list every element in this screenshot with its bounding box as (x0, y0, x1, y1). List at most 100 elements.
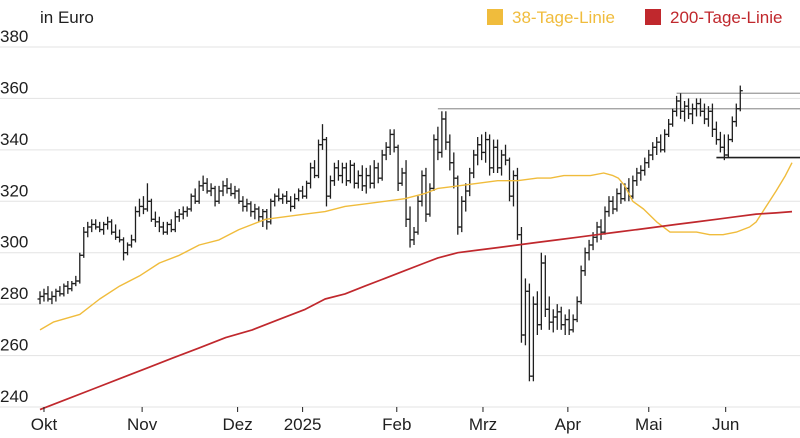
ohlc-bar (674, 95, 680, 117)
ohlc-bar (451, 152, 457, 189)
y-tick-label: 240 (0, 387, 28, 406)
ohlc-bar (733, 103, 739, 127)
x-tick-label: Feb (382, 415, 411, 434)
ohlc-bar (638, 165, 644, 181)
ohlc-bar (308, 162, 314, 189)
ohlc-bar (507, 157, 513, 202)
y-unit-label: in Euro (40, 8, 94, 27)
ohlc-bar (172, 211, 178, 233)
ohlc-bar (148, 198, 154, 222)
ohlc-bar (499, 149, 505, 176)
ohlc-bar (93, 219, 99, 230)
ohlc-bar (355, 170, 361, 189)
y-axis: 240 260 280 300 320 340 360 380 (0, 27, 28, 406)
ohlc-bar (690, 103, 696, 125)
ohlc-bar (403, 160, 409, 227)
ohlc-bar (343, 162, 349, 186)
ohlc-bar (335, 160, 341, 181)
ohlc-bar (582, 247, 588, 276)
ohlc-bar (491, 139, 497, 173)
ohlc-bar (156, 216, 162, 233)
ohlc-bar (443, 111, 449, 150)
x-tick-label: Dez (222, 415, 252, 434)
ohlc-bar (646, 149, 652, 168)
ohlc-bar (383, 142, 389, 161)
ohlc-bar (558, 306, 564, 330)
ohlc-bar (367, 165, 373, 189)
ohlc-bar (49, 291, 55, 305)
ohlc-bar (363, 167, 369, 194)
x-axis: Okt Nov Dez 2025 Feb Mrz Apr Mai Jun (31, 407, 739, 434)
ohlc-bar (331, 162, 337, 186)
ohlc-bar (431, 134, 437, 191)
ohlc-bar (610, 196, 616, 215)
ohlc-bar (395, 144, 401, 191)
ohlc-bar (562, 314, 568, 335)
ohlc-bar (435, 126, 441, 161)
ohlc-bar (447, 134, 453, 171)
ohlc-bar (240, 196, 246, 212)
ohlc-bar (371, 160, 377, 189)
grid-lines (0, 46, 800, 408)
y-tick-label: 300 (0, 233, 28, 252)
x-tick-label: 2025 (284, 415, 322, 434)
x-tick-label: Apr (555, 415, 582, 434)
legend-swatch-200 (645, 9, 661, 25)
ohlc-bar (483, 131, 489, 163)
ohlc-bar (327, 175, 333, 199)
ohlc-bar (554, 304, 560, 330)
ohlc-bar (268, 198, 274, 225)
ohlc-bar (121, 237, 127, 261)
moving-averages (39, 162, 793, 411)
x-tick-label: Mai (635, 415, 662, 434)
ohlc-bar (288, 196, 294, 212)
x-tick-label: Nov (127, 415, 158, 434)
ohlc-bar (256, 206, 262, 222)
ohlc-bar (682, 101, 688, 122)
ohlc-bar (375, 162, 381, 184)
ohlc-bar (248, 201, 254, 217)
ohlc-bar (550, 309, 556, 333)
ohlc-bar (729, 116, 735, 143)
ohlc-bar (514, 167, 520, 240)
ohlc-bar (662, 129, 668, 153)
x-tick-label: Mrz (469, 415, 497, 434)
ohlc-bar (701, 103, 707, 125)
ohlc-bar (522, 278, 528, 346)
ohlc-bar (471, 149, 477, 179)
ohlc-bar (105, 216, 111, 230)
ohlc-bar (184, 206, 190, 217)
ohlc-bar (586, 239, 592, 261)
legend-label-38: 38-Tage-Linie (512, 8, 615, 27)
ohlc-bar (721, 134, 727, 161)
ohlc-bar (542, 255, 548, 317)
ohlc-bar (697, 98, 703, 117)
ohlc-bar (606, 196, 612, 217)
ohlc-bar (439, 111, 445, 158)
ohlc-bar (41, 288, 47, 302)
ohlc-bar (85, 221, 91, 238)
ohlc-bar (220, 180, 226, 197)
ohlc-bar (479, 134, 485, 161)
ohlc-bar (614, 188, 620, 212)
ohlc-bar (65, 281, 71, 294)
ohlc-bar (129, 234, 135, 248)
ohlc-bar (407, 206, 413, 248)
ohlc-bar (455, 175, 461, 235)
ohlc-bar (399, 167, 405, 186)
ohlc-bar (180, 206, 186, 220)
ohlc-bar (144, 183, 150, 212)
ohlc-bar (69, 281, 75, 292)
ohlc-bar (642, 157, 648, 176)
ohlc-bar (176, 209, 182, 222)
ohlc-bar (411, 227, 417, 245)
y-tick-label: 260 (0, 336, 28, 355)
ohlc-bar (487, 134, 493, 176)
ohlc-bar (467, 167, 473, 197)
ohlc-bar (713, 121, 719, 145)
legend: 38-Tage-Linie 200-Tage-Linie (487, 8, 782, 27)
ohlc-bar (387, 129, 393, 155)
ohlc-bar (574, 296, 580, 323)
ohlc-bar (463, 183, 469, 212)
